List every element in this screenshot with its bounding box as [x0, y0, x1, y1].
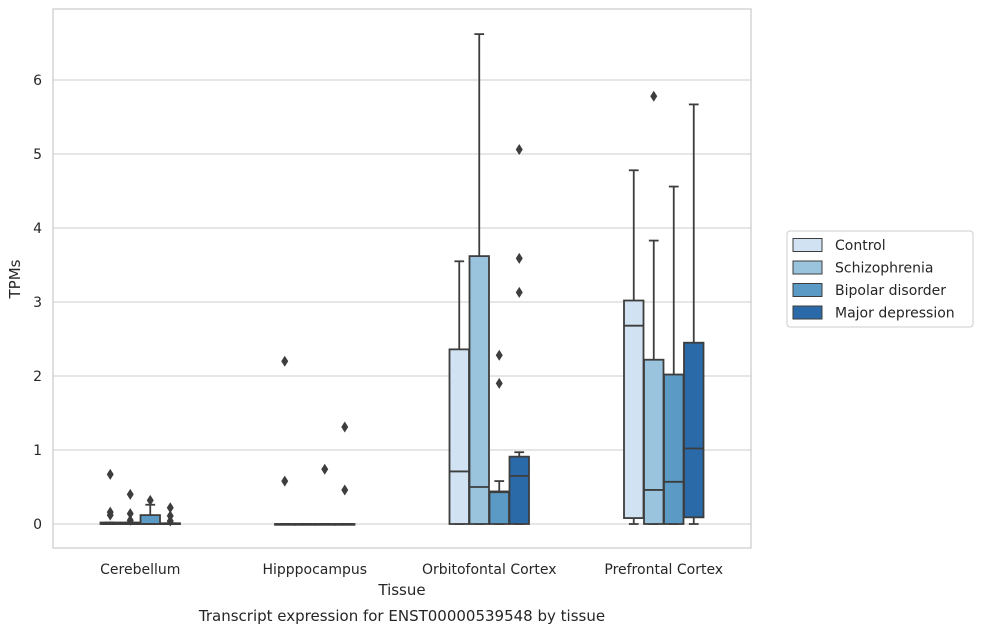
y-tick-label: 4: [33, 221, 42, 237]
outlier-point: [106, 468, 114, 480]
outlier-point: [341, 421, 349, 433]
outlier-point: [515, 286, 523, 298]
outlier-point: [106, 506, 114, 518]
box-body: [468, 255, 490, 525]
outlier-point: [166, 510, 174, 522]
box: [623, 169, 645, 525]
legend-swatch: [792, 305, 823, 320]
outlier-point: [126, 514, 134, 526]
outlier-point: [495, 349, 503, 361]
outlier-point: [515, 144, 523, 156]
x-tick-label: Hipppocampus: [262, 562, 367, 578]
outlier-point: [515, 252, 523, 264]
outlier-point: [650, 90, 658, 102]
legend: Control Schizophrenia Bipolar disorder Majo…: [786, 230, 974, 328]
legend-label: Schizophrenia: [835, 261, 933, 277]
legend-swatch: [792, 283, 823, 297]
outlier-point: [126, 508, 134, 520]
y-tick-labels: 0 1 2 3 4 5 6: [33, 73, 42, 533]
y-tick-label: 3: [33, 295, 42, 311]
box: [159, 502, 181, 527]
box: [119, 488, 141, 526]
box: [683, 103, 705, 525]
box-body: [448, 348, 470, 525]
box: [334, 421, 356, 526]
box-plot-marks: [99, 33, 705, 527]
x-tick-label: Cerebellum: [100, 562, 180, 578]
box: [643, 90, 665, 525]
box-body: [663, 373, 685, 525]
y-axis-label: TPMs: [6, 259, 24, 299]
box: [99, 468, 121, 525]
box-body: [623, 299, 645, 519]
box: [468, 33, 490, 525]
box: [508, 144, 530, 525]
box-body: [508, 455, 530, 525]
outlier-point: [321, 463, 329, 475]
legend-frame: [786, 230, 974, 328]
figure-caption: Transcript expression for ENST0000053954…: [198, 607, 605, 625]
legend-swatch: [792, 238, 823, 252]
y-tick-label: 5: [33, 147, 42, 163]
outlier-point: [281, 355, 289, 367]
outlier-point: [341, 484, 349, 496]
outlier-point: [281, 475, 289, 487]
x-tick-label: Prefrontal Cortex: [604, 562, 723, 578]
x-axis-label: Tissue: [377, 581, 425, 599]
box-body: [139, 514, 161, 525]
y-tick-label: 1: [33, 443, 42, 459]
plot-area-frame: [52, 8, 752, 549]
box: [274, 355, 296, 526]
outlier-point: [166, 502, 174, 514]
y-tick-label: 2: [33, 369, 42, 385]
box-body: [488, 490, 510, 525]
box-body: [643, 358, 665, 525]
box: [448, 260, 470, 525]
legend-swatch: [792, 260, 823, 275]
legend-label: Bipolar disorder: [835, 283, 946, 299]
box-body: [683, 341, 705, 519]
legend-label: Control: [835, 238, 886, 254]
legend-label: Major depression: [835, 306, 955, 322]
outlier-point: [146, 494, 154, 506]
x-tick-labels: Cerebellum Hipppocampus Orbitofontal Corte…: [100, 562, 723, 578]
box: [139, 494, 161, 525]
box: [314, 463, 336, 526]
box: [294, 523, 316, 526]
y-tick-label: 0: [33, 517, 42, 533]
outlier-point: [126, 488, 134, 500]
y-tick-label: 6: [33, 73, 42, 89]
outlier-point: [495, 377, 503, 389]
gridlines: [53, 79, 751, 525]
box: [663, 185, 685, 525]
x-tick-label: Orbitofontal Cortex: [422, 562, 557, 578]
